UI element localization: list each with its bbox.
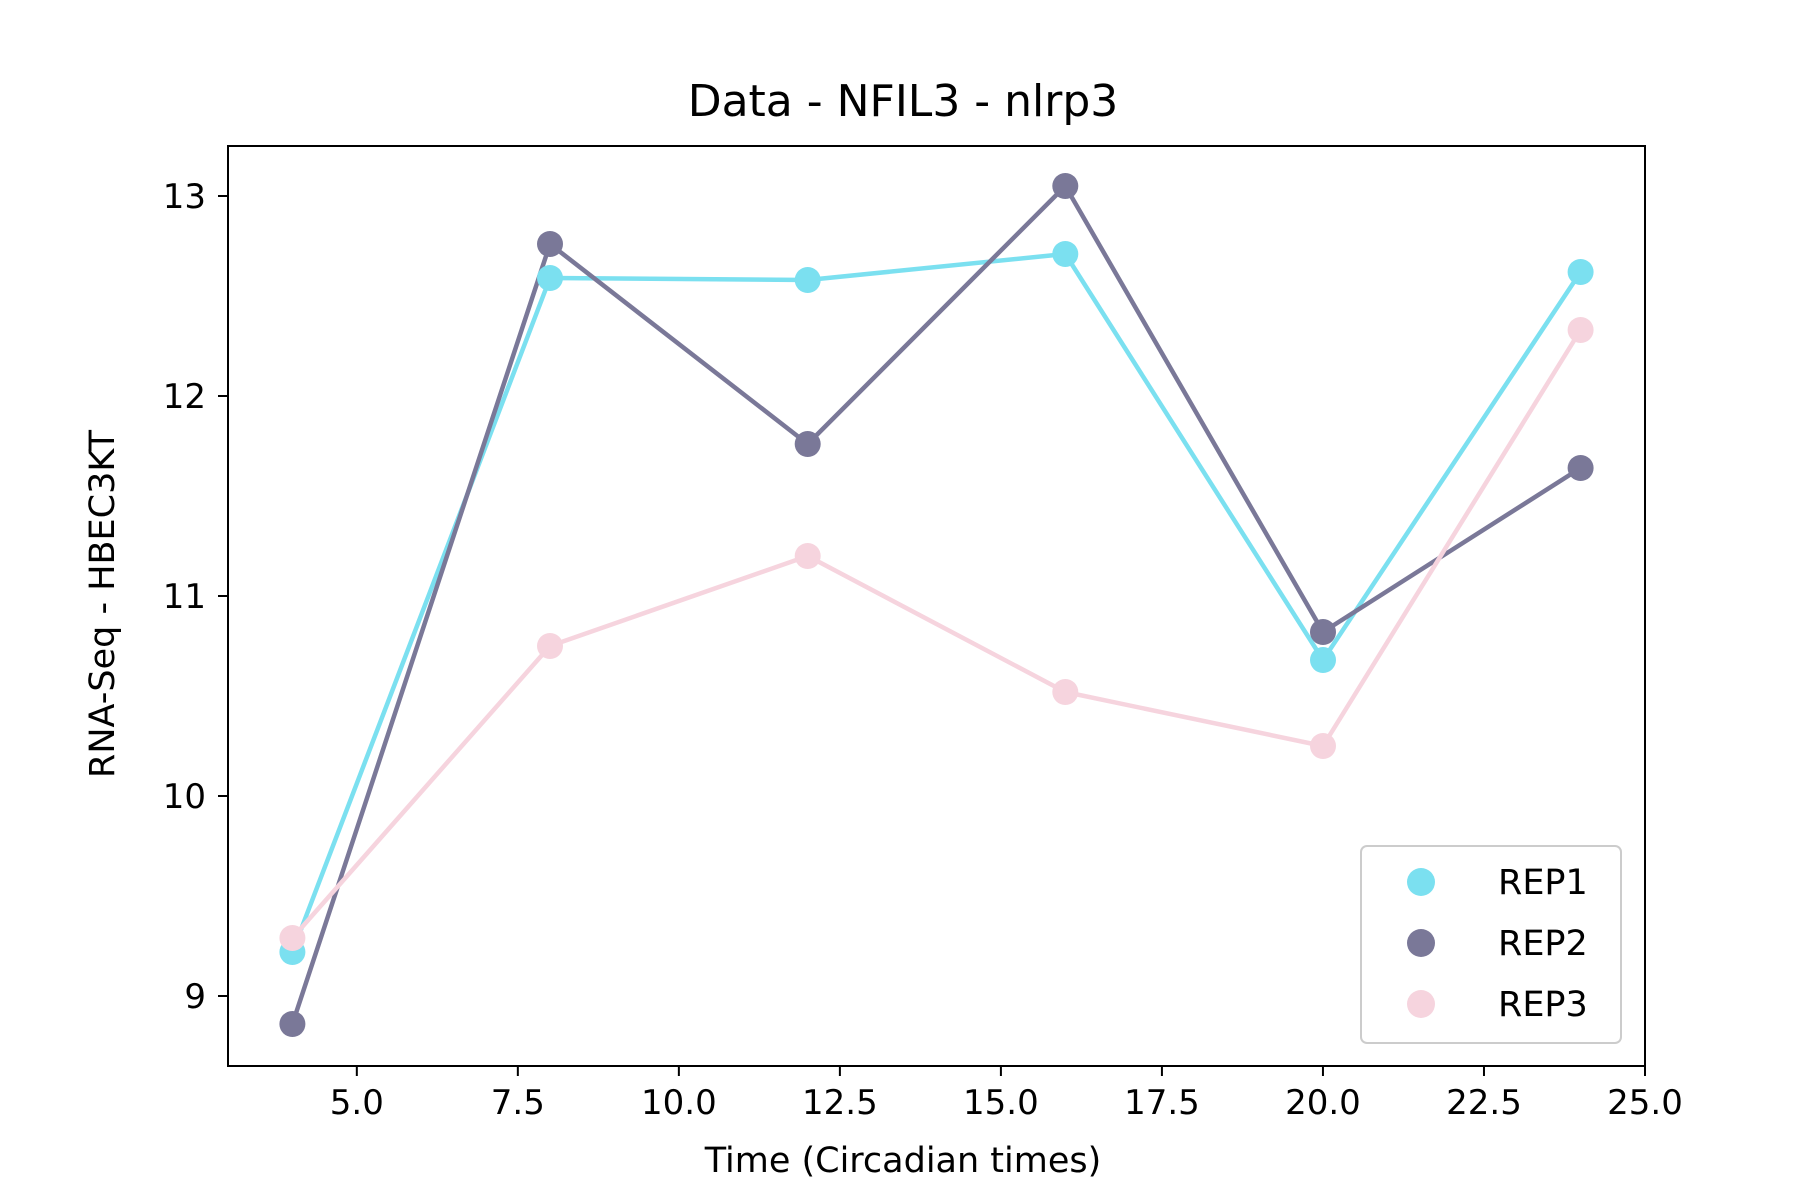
data-point-rep1 [1052,241,1079,267]
x-tick-label: 7.5 [491,1083,545,1123]
x-tick-label: 5.0 [330,1083,384,1123]
y-axis-label: RNA-Seq - HBEC3KT [83,429,123,778]
data-point-rep1 [1567,259,1594,285]
y-tick-label: 12 [163,377,206,417]
x-tick-label: 22.5 [1446,1083,1522,1123]
data-point-rep2 [279,1011,306,1037]
legend-label-rep2: REP2 [1498,924,1588,964]
series-line-rep1 [290,251,1583,953]
data-point-rep2 [1567,455,1594,481]
data-point-rep3 [794,543,821,569]
x-tick-label: 15.0 [963,1083,1039,1123]
data-point-rep2 [1310,619,1336,645]
x-tick-label: 20.0 [1285,1083,1361,1123]
series-line-rep3 [290,328,1583,940]
x-axis-label: Time (Circadian times) [704,1141,1102,1181]
legend-label-rep1: REP1 [1498,863,1588,903]
y-tick-label: 9 [184,977,206,1017]
legend-label-rep3: REP3 [1498,985,1588,1025]
chart-title: Data - NFIL3 - nlrp3 [688,76,1119,127]
x-tick-label: 10.0 [641,1083,717,1123]
data-point-rep3 [1567,317,1594,343]
x-tick-label: 17.5 [1124,1083,1200,1123]
x-tick-label: 12.5 [802,1083,878,1123]
y-tick-label: 10 [163,777,206,817]
data-point-rep1 [1310,647,1336,673]
y-tick-label: 11 [163,577,206,617]
data-point-rep2 [537,231,563,257]
legend-marker-rep3 [1407,990,1435,1018]
x-tick-label: 25.0 [1607,1083,1683,1123]
y-tick-label: 13 [163,177,206,217]
data-point-rep3 [1310,733,1336,759]
data-point-rep2 [794,431,821,457]
legend-marker-rep2 [1407,929,1435,957]
data-point-rep1 [537,265,563,291]
axes: 5.0 7.5 10.0 12.5 15.0 17.5 20.0 22.5 25.0 9 10 11 1… [163,145,1683,1123]
data-point-rep1 [794,267,821,293]
plot-area [279,173,1594,1037]
legend-marker-rep1 [1407,868,1435,896]
data-point-rep3 [537,633,563,659]
series-line-rep2 [290,183,1582,1025]
legend: REP1 REP2 REP3 [1360,845,1622,1044]
data-point-rep2 [1052,173,1079,199]
plot-frame [227,145,1646,1067]
data-point-rep3 [279,925,306,951]
data-point-rep3 [1052,679,1079,705]
